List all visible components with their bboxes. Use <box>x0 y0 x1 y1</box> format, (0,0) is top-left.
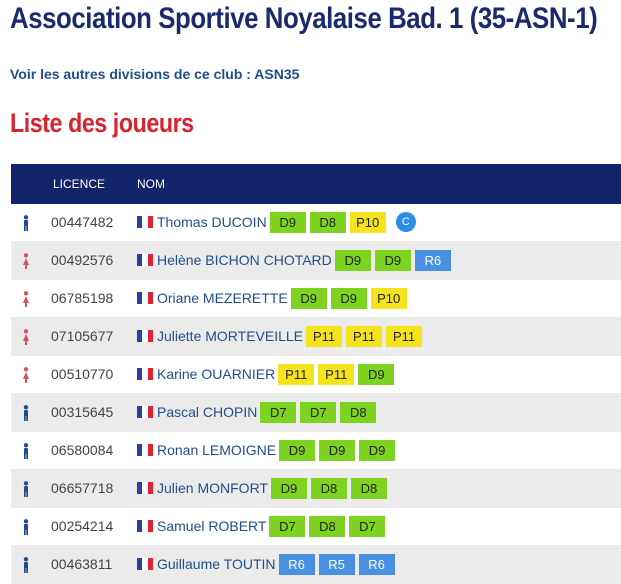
player-cell: Samuel ROBERT D7 D8 D7 <box>157 513 389 539</box>
rank-badge: D9 <box>330 287 367 309</box>
rank-badge: D9 <box>359 439 396 461</box>
female-icon <box>21 329 31 345</box>
rank-badge: D9 <box>290 287 327 309</box>
club-divisions-link[interactable]: Voir les autres divisions de ce club : A… <box>10 66 300 82</box>
rank-badge: D8 <box>309 515 346 537</box>
licence-column-header: LICENCE <box>53 177 106 191</box>
male-icon <box>21 557 31 573</box>
licence-number: 00463811 <box>51 556 113 572</box>
table-row: 06785198 Oriane MEZERETTE D9 D9 P10 <box>11 280 621 318</box>
name-column-header: NOM <box>137 177 165 191</box>
rank-badge: D8 <box>309 211 346 233</box>
rank-badge: D9 <box>279 439 316 461</box>
rank-badge: R6 <box>414 249 451 271</box>
male-icon <box>21 481 31 497</box>
table-row: 00510770 Karine OUARNIER P11 P11 D9 <box>11 356 621 394</box>
licence-number: 00254214 <box>51 518 114 534</box>
rank-badge: D9 <box>374 249 411 271</box>
male-icon <box>21 519 31 535</box>
female-icon <box>21 291 31 307</box>
table-row: 00492576 Helène BICHON CHOTARD D9 D9 R6 <box>11 242 621 280</box>
player-name-link[interactable]: Pascal CHOPIN <box>157 404 258 420</box>
rank-badge: D9 <box>334 249 371 271</box>
france-flag-icon <box>137 330 153 342</box>
player-name-link[interactable]: Karine OUARNIER <box>157 366 276 382</box>
table-header: LICENCE NOM <box>11 164 621 204</box>
rank-badge: P11 <box>386 325 423 347</box>
male-icon <box>21 215 31 231</box>
table-row: 07105677 Juliette MORTEVEILLE P11 P11 P11 <box>11 318 621 356</box>
rank-badge: D7 <box>349 515 386 537</box>
licence-number: 06785198 <box>51 290 114 306</box>
page-title: Association Sportive Noyalaise Bad. 1 (3… <box>10 2 598 35</box>
rank-badge: P10 <box>349 211 386 233</box>
female-icon <box>21 253 31 269</box>
player-cell: Julien MONFORT D9 D8 D8 <box>157 475 391 501</box>
licence-number: 00492576 <box>51 252 114 268</box>
table-row: 06657718 Julien MONFORT D9 D8 D8 <box>11 470 621 508</box>
france-flag-icon <box>137 558 153 570</box>
licence-number: 00447482 <box>51 214 114 230</box>
rank-badge: D9 <box>270 477 307 499</box>
table-row: 06580084 Ronan LEMOIGNE D9 D9 D9 <box>11 432 621 470</box>
rank-badge: D7 <box>260 401 297 423</box>
player-name-link[interactable]: Guillaume TOUTIN <box>157 556 276 572</box>
licence-number: 00510770 <box>51 366 114 382</box>
rank-badge: P11 <box>278 363 315 385</box>
table-row: 00315645 Pascal CHOPIN D7 D7 D8 <box>11 394 621 432</box>
france-flag-icon <box>137 520 153 532</box>
player-name-link[interactable]: Oriane MEZERETTE <box>157 290 288 306</box>
players-section-title: Liste des joueurs <box>10 108 194 138</box>
rank-badge: D7 <box>300 401 337 423</box>
male-icon <box>21 443 31 459</box>
player-name-link[interactable]: Ronan LEMOIGNE <box>157 442 277 458</box>
france-flag-icon <box>137 368 153 380</box>
rank-badge: P11 <box>346 325 383 347</box>
male-icon <box>21 405 31 421</box>
france-flag-icon <box>137 254 153 266</box>
player-cell: Helène BICHON CHOTARD D9 D9 R6 <box>157 247 455 273</box>
player-cell: Oriane MEZERETTE D9 D9 P10 <box>157 285 411 311</box>
rank-badge: P11 <box>306 325 343 347</box>
france-flag-icon <box>137 216 153 228</box>
licence-number: 06580084 <box>51 442 114 458</box>
rank-badge: P10 <box>370 287 407 309</box>
licence-number: 06657718 <box>51 480 114 496</box>
table-body: 00447482 Thomas DUCOIN D9 D8 P10 C 00492576 Hel… <box>11 204 621 584</box>
rank-badge: D8 <box>340 401 377 423</box>
player-name-link[interactable]: Samuel ROBERT <box>157 518 267 534</box>
captain-badge: C <box>395 212 416 232</box>
player-cell: Pascal CHOPIN D7 D7 D8 <box>157 399 380 425</box>
player-name-link[interactable]: Helène BICHON CHOTARD <box>157 252 332 268</box>
rank-badge: D9 <box>269 211 306 233</box>
rank-badge: D7 <box>269 515 306 537</box>
player-cell: Juliette MORTEVEILLE P11 P11 P11 <box>157 323 426 349</box>
rank-badge: D9 <box>319 439 356 461</box>
france-flag-icon <box>137 292 153 304</box>
rank-badge: D8 <box>350 477 387 499</box>
player-name-link[interactable]: Julien MONFORT <box>157 480 268 496</box>
france-flag-icon <box>137 406 153 418</box>
table-row: 00254214 Samuel ROBERT D7 D8 D7 <box>11 508 621 546</box>
rank-badge: R5 <box>318 553 355 575</box>
player-cell: Thomas DUCOIN D9 D8 P10 C <box>157 209 416 235</box>
player-cell: Ronan LEMOIGNE D9 D9 D9 <box>157 437 399 463</box>
rank-badge: R6 <box>358 553 395 575</box>
france-flag-icon <box>137 444 153 456</box>
player-name-link[interactable]: Thomas DUCOIN <box>157 214 267 230</box>
rank-badge: P11 <box>318 363 355 385</box>
licence-number: 07105677 <box>51 328 114 344</box>
rank-badge: D9 <box>358 363 395 385</box>
licence-number: 00315645 <box>51 404 114 420</box>
table-row: 00463811 Guillaume TOUTIN R6 R5 R6 <box>11 546 621 584</box>
rank-badge: R6 <box>278 553 315 575</box>
rank-badge: D8 <box>310 477 347 499</box>
table-row: 00447482 Thomas DUCOIN D9 D8 P10 C <box>11 204 621 242</box>
female-icon <box>21 367 31 383</box>
player-cell: Guillaume TOUTIN R6 R5 R6 <box>157 551 399 577</box>
players-table: LICENCE NOM 00447482 Thomas DUCOIN D9 D8 P10… <box>11 164 621 584</box>
player-cell: Karine OUARNIER P11 P11 D9 <box>157 361 398 387</box>
player-name-link[interactable]: Juliette MORTEVEILLE <box>157 328 304 344</box>
france-flag-icon <box>137 482 153 494</box>
